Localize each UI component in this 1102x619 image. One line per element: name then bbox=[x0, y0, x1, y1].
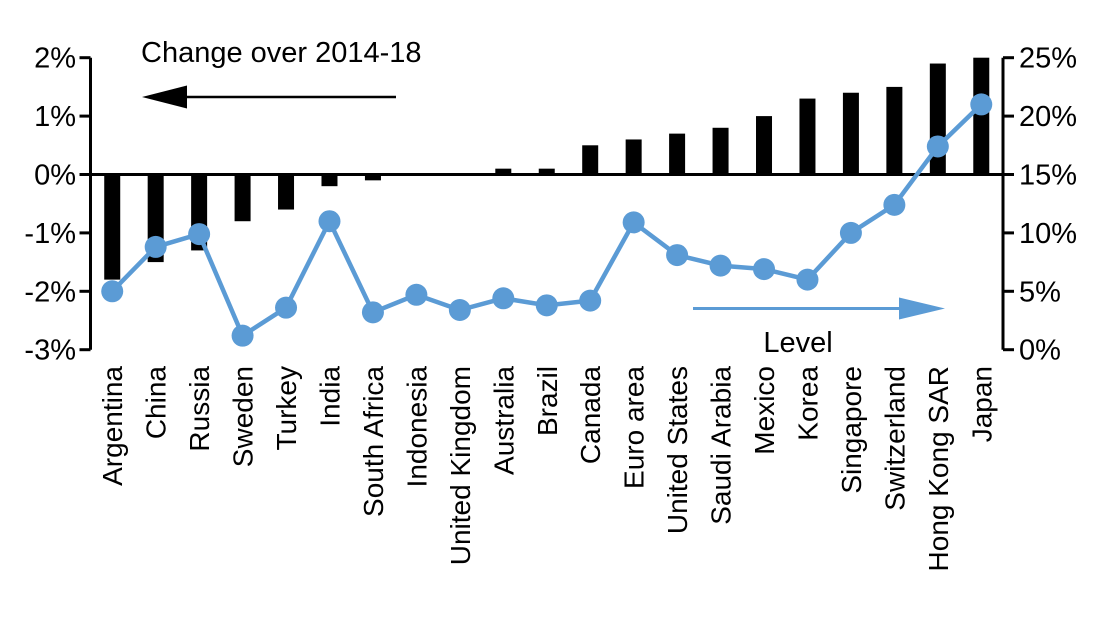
x-axis-category-label: China bbox=[141, 366, 172, 440]
level-point bbox=[883, 193, 906, 216]
x-axis-category-label: Korea bbox=[792, 366, 823, 441]
left-axis-tick-label: 2% bbox=[34, 43, 76, 75]
change-bar bbox=[973, 57, 990, 175]
change-bar bbox=[929, 63, 946, 175]
level-point bbox=[535, 294, 558, 317]
right-axis-tick-label: 25% bbox=[1019, 43, 1077, 75]
level-point bbox=[709, 254, 732, 277]
x-axis-category-label: Singapore bbox=[836, 366, 867, 494]
change-bar bbox=[538, 168, 555, 175]
level-point bbox=[839, 221, 862, 244]
level-point bbox=[144, 235, 167, 258]
level-point bbox=[405, 283, 428, 306]
change-bar bbox=[278, 174, 295, 210]
level-point bbox=[448, 298, 471, 321]
level-point bbox=[275, 296, 298, 319]
change-bar bbox=[582, 145, 599, 175]
level-point bbox=[796, 268, 819, 291]
left-axis-tick-label: -2% bbox=[24, 276, 76, 308]
change-bar bbox=[712, 127, 729, 175]
right-axis-tick-label: 10% bbox=[1019, 218, 1077, 250]
change-bar bbox=[321, 174, 338, 187]
x-axis-category-label: Canada bbox=[575, 366, 606, 465]
level-point bbox=[579, 289, 602, 312]
line-series-arrowhead bbox=[899, 297, 945, 320]
x-axis-category-label: United Kingdom bbox=[445, 366, 476, 565]
level-point bbox=[231, 324, 254, 347]
left-axis-tick-label: -3% bbox=[24, 335, 76, 367]
x-axis-category-label: India bbox=[314, 366, 345, 427]
x-axis-category-label: South Africa bbox=[358, 366, 389, 517]
level-point bbox=[361, 301, 384, 324]
change-bar bbox=[669, 133, 686, 175]
x-axis-category-label: Saudi Arabia bbox=[706, 366, 737, 525]
bar-series-label: Change over 2014-18 bbox=[141, 37, 422, 69]
change-bar bbox=[756, 116, 773, 175]
level-point bbox=[970, 93, 993, 116]
change-bar bbox=[886, 86, 903, 175]
level-point bbox=[492, 287, 515, 310]
x-axis-category-label: Russia bbox=[184, 366, 215, 452]
change-bar bbox=[364, 174, 381, 181]
left-axis-tick-label: -1% bbox=[24, 218, 76, 250]
x-axis-category-label: Turkey bbox=[271, 366, 302, 451]
change-bar bbox=[842, 92, 859, 175]
level-point bbox=[622, 211, 645, 234]
change-bar bbox=[104, 174, 121, 280]
change-bar bbox=[799, 98, 816, 175]
x-axis-category-label: Sweden bbox=[228, 366, 259, 467]
right-axis-tick-label: 15% bbox=[1019, 160, 1077, 192]
right-axis-tick-label: 0% bbox=[1019, 335, 1061, 367]
left-axis-tick-label: 0% bbox=[34, 160, 76, 192]
x-axis-category-label: Switzerland bbox=[879, 366, 910, 511]
x-axis-category-label: Indonesia bbox=[401, 366, 432, 488]
right-axis-tick-label: 20% bbox=[1019, 101, 1077, 133]
change-bar bbox=[495, 168, 512, 175]
change-bar bbox=[625, 139, 642, 175]
level-point bbox=[666, 244, 689, 267]
x-axis-category-label: Australia bbox=[488, 366, 519, 475]
x-axis-category-label: Hong Kong SAR bbox=[923, 366, 954, 571]
x-axis-category-label: United States bbox=[662, 366, 693, 534]
level-point bbox=[318, 210, 341, 233]
level-point bbox=[101, 280, 124, 303]
level-point bbox=[753, 258, 776, 281]
x-axis-category-label: Argentina bbox=[97, 366, 128, 486]
change-bar bbox=[234, 174, 251, 222]
left-axis-tick-label: 1% bbox=[34, 101, 76, 133]
x-axis-category-label: Japan bbox=[966, 366, 997, 442]
level-point bbox=[926, 135, 949, 158]
x-axis-category-label: Brazil bbox=[532, 366, 563, 436]
level-point bbox=[188, 223, 211, 246]
right-axis-tick-label: 5% bbox=[1019, 276, 1061, 308]
x-axis-category-label: Mexico bbox=[749, 366, 780, 455]
x-axis-category-label: Euro area bbox=[619, 366, 650, 489]
line-series-label: Level bbox=[763, 327, 833, 359]
bar-series-arrowhead bbox=[142, 85, 187, 109]
